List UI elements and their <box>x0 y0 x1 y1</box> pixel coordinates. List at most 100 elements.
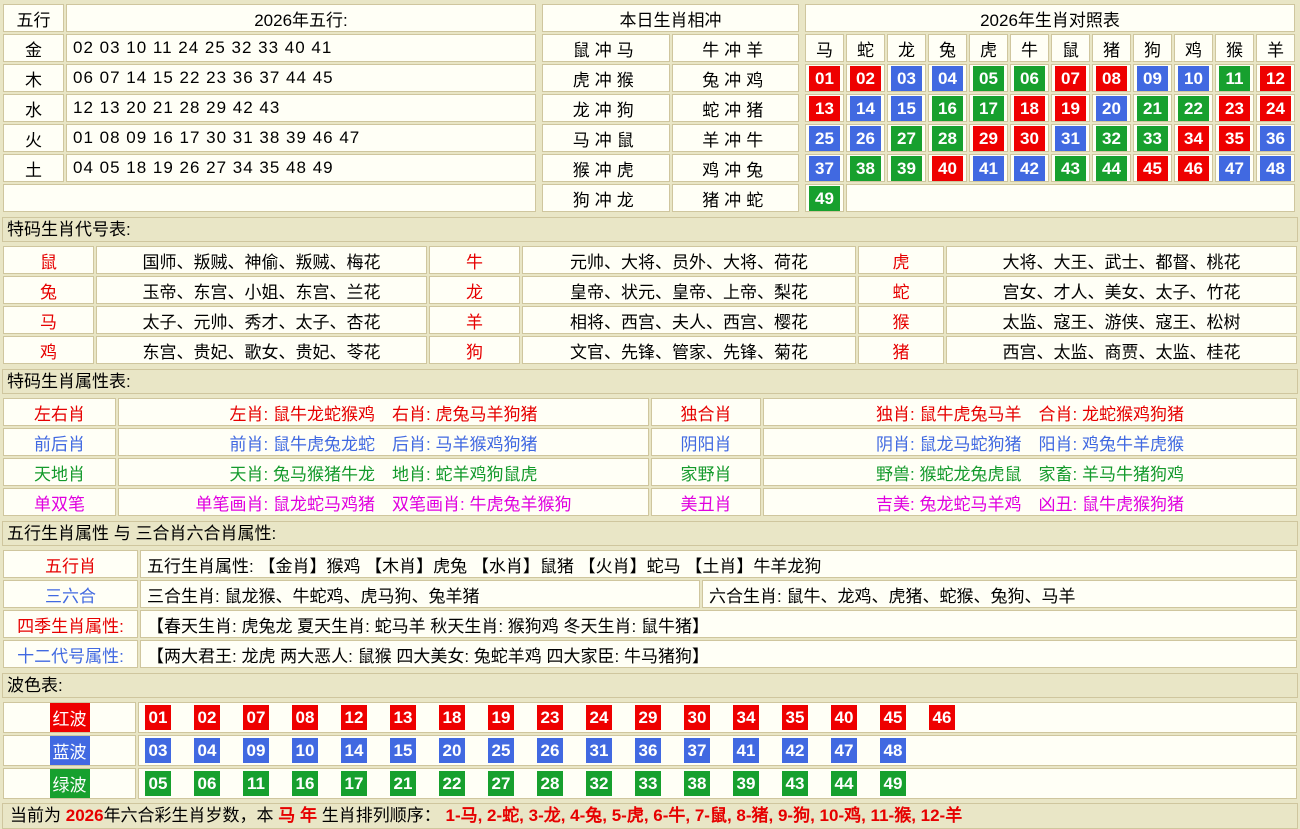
attr-label: 家野肖 <box>651 458 761 486</box>
zodiac-number-ball: 39 <box>891 155 922 181</box>
wave-number-ball: 24 <box>586 705 612 730</box>
table-row: 本日生肖相冲 <box>542 4 799 32</box>
zodiac-number-cell: 27 <box>887 124 926 152</box>
zodiac-number-cell: 37 <box>805 154 844 182</box>
zodiac-number-ball: 43 <box>1055 155 1086 181</box>
combos-section-title: 五行生肖属性 与 三合肖六合肖属性: <box>2 521 1298 546</box>
zodiac-number-cell: 49 <box>805 184 844 212</box>
zodiac-clash-table: 本日生肖相冲 鼠冲马 牛冲羊 虎冲猴 兔冲鸡 龙冲狗 蛇冲猪 马冲鼠 羊冲牛 猴冲虎 鸡冲… <box>540 2 801 214</box>
zodiac-number-cell: 45 <box>1133 154 1172 182</box>
zodiac-number-cell: 34 <box>1174 124 1213 152</box>
table-row: 木 06 07 14 15 22 23 36 37 44 45 <box>3 64 536 92</box>
zodiac-number-cell: 06 <box>1010 64 1049 92</box>
codebook-names: 大将、大王、武士、都督、桃花 <box>946 246 1297 274</box>
footer-segment: 年六合彩生肖岁数，本 <box>103 806 279 825</box>
table-row: 37 38 39 40 41 42 43 44 45 46 47 48 <box>805 154 1295 182</box>
codebook-names: 国师、叛贼、神偷、叛贼、梅花 <box>96 246 427 274</box>
footer-segment: 生肖排列顺序： <box>317 806 446 825</box>
zodiac-number-cell: 43 <box>1051 154 1090 182</box>
wave-number-ball: 26 <box>537 738 563 763</box>
zodiac-number-cell: 31 <box>1051 124 1090 152</box>
zodiac-number-cell: 07 <box>1051 64 1090 92</box>
zodiac-number-cell: 32 <box>1092 124 1131 152</box>
wave-colors-table: 红波 01 02 07 08 12 13 18 19 23 24 29 30 34 35 40 45 46 蓝波… <box>1 700 1299 801</box>
combos-table: 五行肖 五行生肖属性: 【金肖】猴鸡 【木肖】虎兔 【水肖】鼠猪 【火肖】蛇马 … <box>1 548 1299 670</box>
wave-number-ball: 39 <box>733 771 759 796</box>
table-row: 狗冲龙 猪冲蛇 <box>542 184 799 212</box>
zodiac-number-ball: 09 <box>1137 65 1168 91</box>
zodiac-column-label: 羊 <box>1256 34 1295 62</box>
wave-number-ball: 10 <box>292 738 318 763</box>
zodiac-number-cell: 24 <box>1256 94 1295 122</box>
zodiac-number-ball: 27 <box>891 125 922 151</box>
zodiac-number-cell: 44 <box>1092 154 1131 182</box>
wave-number-ball: 17 <box>341 771 367 796</box>
wave-number-ball: 06 <box>194 771 220 796</box>
clash-cell: 蛇冲猪 <box>671 94 799 122</box>
empty-cell <box>3 184 536 212</box>
zodiac-number-cell: 36 <box>1256 124 1295 152</box>
zodiac-clash-title: 本日生肖相冲 <box>542 4 799 32</box>
zodiac-number-cell: 08 <box>1092 64 1131 92</box>
element-numbers-cell: 04 05 18 19 26 27 34 35 48 49 <box>66 154 536 182</box>
clash-cell: 虎冲猴 <box>542 64 670 92</box>
table-row: 龙冲狗 蛇冲猪 <box>542 94 799 122</box>
zodiac-number-cell: 38 <box>846 154 885 182</box>
table-row: 2026年生肖对照表 <box>805 4 1295 32</box>
codebook-zodiac: 牛 <box>429 246 520 274</box>
footer-segment: 马 年 <box>278 806 318 825</box>
codebook-names: 西宫、太监、商贾、太监、桂花 <box>946 336 1297 364</box>
wave-number-ball: 27 <box>488 771 514 796</box>
zodiac-column-label: 兔 <box>928 34 967 62</box>
zodiac-number-cell: 03 <box>887 64 926 92</box>
codebook-names: 太子、元帅、秀才、太子、杏花 <box>96 306 427 334</box>
codebook-names: 太监、寇王、游侠、寇王、松树 <box>946 306 1297 334</box>
zodiac-number-ball: 25 <box>809 125 840 151</box>
zodiac-number-ball: 11 <box>1219 65 1250 91</box>
zodiac-number-ball: 03 <box>891 65 922 91</box>
table-row: 马蛇龙兔虎牛鼠猪狗鸡猴羊 <box>805 34 1295 62</box>
zodiac-number-table: 2026年生肖对照表 马蛇龙兔虎牛鼠猪狗鸡猴羊 01 02 03 04 05 06 07 08… <box>803 2 1297 214</box>
codebook-zodiac: 龙 <box>429 276 520 304</box>
table-row: 火 01 08 09 16 17 30 31 38 39 46 47 <box>3 124 536 152</box>
wave-label: 绿波 <box>49 769 90 798</box>
table-row: 鸡东宫、贵妃、歌女、贵妃、苓花狗文官、先锋、管家、先锋、菊花猪西宫、太监、商贾、… <box>3 336 1297 364</box>
attr-content: 左肖: 鼠牛龙蛇猴鸡 右肖: 虎兔马羊狗猪 <box>118 398 649 426</box>
wave-label-cell: 绿波 <box>3 768 136 799</box>
zodiac-column-label: 狗 <box>1133 34 1172 62</box>
wave-number-ball: 34 <box>733 705 759 730</box>
footer-segment: 当前为 <box>10 806 66 825</box>
zodiac-number-cell: 29 <box>969 124 1008 152</box>
table-row: 马太子、元帅、秀才、太子、杏花羊相将、西宫、夫人、西宫、樱花猴太监、寇王、游侠、… <box>3 306 1297 334</box>
wave-numbers-cell: 03 04 09 10 14 15 20 25 26 31 36 37 41 42 47 48 <box>138 735 1297 766</box>
wave-number-ball: 07 <box>243 705 269 730</box>
combo-label: 十二代号属性: <box>3 640 138 668</box>
attr-content: 单笔画肖: 鼠龙蛇马鸡猪 双笔画肖: 牛虎兔羊猴狗 <box>118 488 649 516</box>
five-elements-year-header: 2026年五行: <box>66 4 536 32</box>
footer-segment: 2026 <box>65 806 104 825</box>
clash-cell: 鼠冲马 <box>542 34 670 62</box>
element-numbers-cell: 12 13 20 21 28 29 42 43 <box>66 94 536 122</box>
attr-content: 前肖: 鼠牛虎兔龙蛇 后肖: 马羊猴鸡狗猪 <box>118 428 649 456</box>
zodiac-number-ball: 36 <box>1260 125 1291 151</box>
zodiac-number-cell: 12 <box>1256 64 1295 92</box>
wave-number-ball: 44 <box>831 771 857 796</box>
codebook-names: 文官、先锋、管家、先锋、菊花 <box>522 336 856 364</box>
clash-cell: 猪冲蛇 <box>671 184 799 212</box>
wave-number-ball: 05 <box>145 771 171 796</box>
combo-content: 六合生肖: 鼠牛、龙鸡、虎猪、蛇猴、兔狗、马羊 <box>702 580 1297 608</box>
codebook-names: 皇帝、状元、皇帝、上帝、梨花 <box>522 276 856 304</box>
wave-number-ball: 14 <box>341 738 367 763</box>
wave-label: 红波 <box>49 703 90 732</box>
attr-content: 阴肖: 鼠龙马蛇狗猪 阳肖: 鸡兔牛羊虎猴 <box>763 428 1297 456</box>
combo-content: 【春天生肖: 虎兔龙 夏天生肖: 蛇马羊 秋天生肖: 猴狗鸡 冬天生肖: 鼠牛猪… <box>140 610 1297 638</box>
table-row: 绿波 05 06 11 16 17 21 22 27 28 32 33 38 39 43 44 49 <box>3 768 1297 799</box>
element-numbers-cell: 02 03 10 11 24 25 32 33 40 41 <box>66 34 536 62</box>
wave-number-ball: 25 <box>488 738 514 763</box>
zodiac-column-label: 虎 <box>969 34 1008 62</box>
codebook-zodiac: 马 <box>3 306 94 334</box>
element-cell: 金 <box>3 34 64 62</box>
wave-number-ball: 21 <box>390 771 416 796</box>
zodiac-number-cell: 04 <box>928 64 967 92</box>
zodiac-number-cell: 22 <box>1174 94 1213 122</box>
